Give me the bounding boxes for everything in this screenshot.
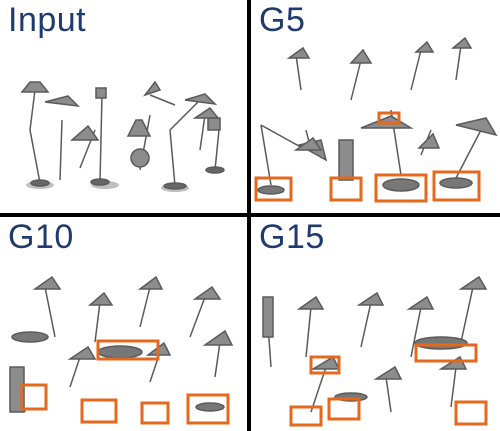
panel-input: Input [0, 0, 247, 213]
panel-g15: G15 [251, 217, 500, 431]
lamp-scene-g15 [262, 275, 488, 427]
lamp-scene-input [20, 80, 225, 192]
panel-g5: G5 [251, 0, 500, 213]
panel-label-g5: G5 [259, 1, 306, 39]
panel-label-g15: G15 [259, 218, 325, 256]
panel-g10: G10 [0, 217, 247, 431]
panel-label-g10: G10 [8, 218, 74, 256]
panel-label-input: Input [8, 1, 87, 39]
lamp-scene-g10 [9, 275, 234, 425]
lamp-scene-g5 [254, 36, 498, 203]
